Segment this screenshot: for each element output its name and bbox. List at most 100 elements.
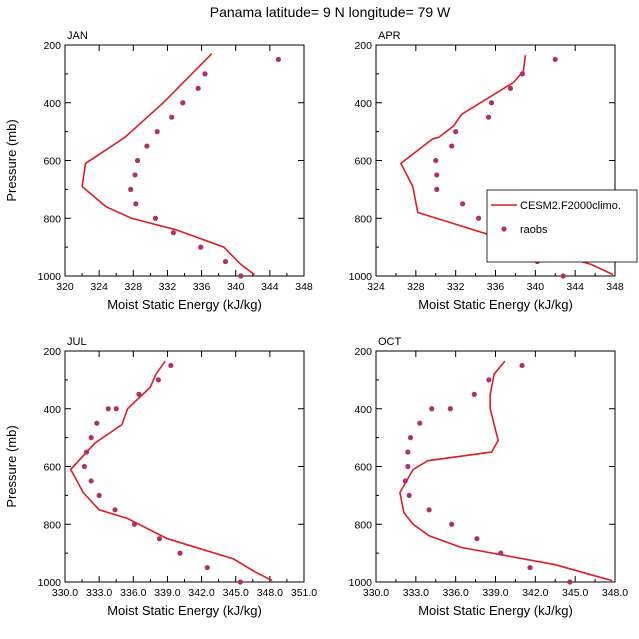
raobs-point [177,550,183,556]
figure-title: Panama latitude= 9 N longitude= 79 W [210,4,451,20]
panel-label: OCT [378,336,402,348]
legend-label-model: CESM2.F2000climo. [520,200,621,212]
raobs-point [132,172,138,178]
raobs-point [131,521,138,527]
x-tick-label: 342.0 [522,587,548,599]
raobs-point [133,201,139,207]
raobs-point [519,71,525,77]
raobs-point [168,362,174,369]
raobs-point [519,362,525,369]
y-tick-label: 200 [43,40,61,52]
x-tick-label: 351.0 [291,587,317,599]
raobs-point [195,85,201,91]
x-tick-label: 333.0 [403,587,429,599]
x-tick-label: 339.0 [154,587,180,599]
raobs-point [567,579,573,585]
raobs-point [560,273,566,279]
x-tick-label: 348.0 [257,587,283,599]
raobs-point [460,201,466,207]
y-axis-label: Pressure (mb) [4,425,19,507]
y-tick-label: 600 [43,462,61,474]
x-tick-label: 330.0 [52,587,78,599]
x-tick-label: 328 [125,281,143,293]
x-tick-label: 340 [527,281,545,293]
x-tick-label: 336.0 [443,587,469,599]
y-tick-label: 400 [43,404,61,416]
legend-marker-swatch [501,226,507,232]
y-tick-label: 400 [354,98,372,110]
x-tick-label: 324 [367,281,385,293]
raobs-point [488,100,495,106]
raobs-point [474,536,480,542]
x-tick-label: 336.0 [120,587,146,599]
y-tick-label: 400 [354,404,372,416]
raobs-point [417,420,423,426]
panel-label: APR [378,30,401,42]
legend-box [486,189,638,263]
raobs-point [156,536,163,542]
raobs-point [449,143,455,149]
panel-apr: APR 324 328 332 336 340 344 348 200 400 600 800 1000… [349,30,624,312]
raobs-point [96,492,102,498]
x-axis-label: Moist Static Energy (kJ/kg) [107,603,262,618]
x-tick-label: 348.0 [602,587,628,599]
y-axis-label: Pressure (mb) [4,119,19,201]
raobs-point [84,449,90,455]
raobs-point [406,492,412,498]
raobs-point [486,377,492,383]
raobs-point [449,521,455,527]
raobs-point [152,215,159,221]
raobs-point [237,579,243,585]
x-tick-label: 344 [566,281,584,293]
raobs-point [112,507,118,513]
x-tick-label: 340 [227,281,245,293]
x-axis-label: Moist Static Energy (kJ/kg) [107,297,262,312]
x-tick-label: 348 [606,281,624,293]
panel-oct: OCT 330.0 333.0 336.0 339.0 342.0 345.0 348.0 20… [349,336,629,618]
x-tick-label: 320 [56,281,74,293]
y-tick-label: 600 [354,462,372,474]
y-tick-label: 1000 [38,271,62,283]
y-tick-label: 800 [43,213,61,225]
x-tick-label: 336 [193,281,211,293]
raobs-point [475,215,482,221]
x-tick-label: 332 [159,281,177,293]
raobs-point [405,449,411,455]
raobs-point [552,56,558,63]
raobs-point [507,85,514,91]
x-tick-label: 344 [261,281,279,293]
y-tick-label: 1000 [349,271,373,283]
x-axis-label: Moist Static Energy (kJ/kg) [418,297,573,312]
panel-jul: JUL 330.0 333.0 336.0 339.0 342.0 345.0 348.0 35… [4,336,317,618]
x-tick-label: 330.0 [363,587,389,599]
raobs-point [405,463,411,470]
panel-label: JUL [67,336,87,348]
y-tick-label: 200 [43,346,61,358]
raobs-point [88,478,94,484]
x-tick-label: 336 [487,281,505,293]
raobs-point [155,377,161,383]
y-tick-label: 400 [43,98,61,110]
raobs-point [275,56,281,63]
model-profile-line [81,53,255,276]
raobs-point [407,435,414,441]
legend-label-obs: raobs [520,224,548,236]
x-tick-label: 324 [90,281,108,293]
panel-label: JAN [67,30,88,42]
raobs-point [128,186,134,192]
raobs-point [434,186,440,192]
y-tick-label: 800 [354,519,372,531]
legend: CESM2.F2000climo. raobs [486,189,638,263]
y-tick-label: 1000 [38,577,62,589]
model-profile-line [69,360,273,582]
raobs-point [180,100,186,106]
y-tick-label: 800 [354,213,372,225]
raobs-point [222,258,229,265]
panel-jan: JAN 320 324 328 332 336 340 344 348 200 400 600 800 1… [4,30,313,312]
plot-frame [64,350,305,583]
raobs-point [144,143,150,149]
y-tick-label: 1000 [349,577,373,589]
x-tick-label: 348 [295,281,313,293]
raobs-point [169,114,175,120]
